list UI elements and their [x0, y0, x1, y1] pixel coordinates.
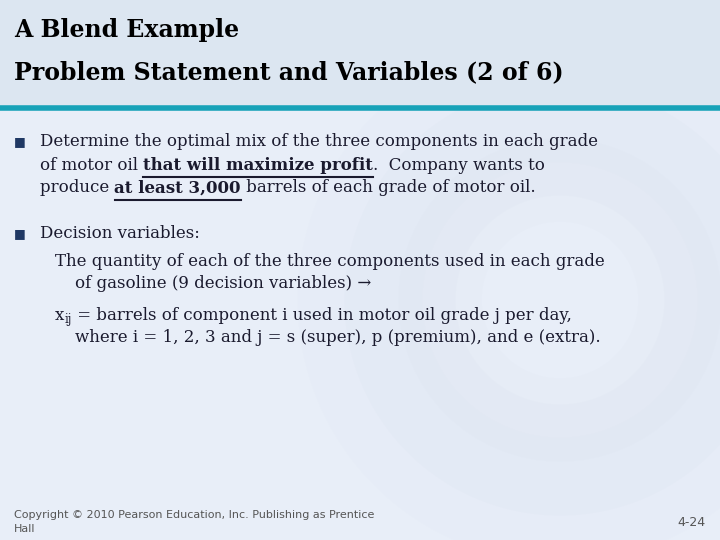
Text: x: x	[55, 307, 64, 323]
Text: .  Company wants to: . Company wants to	[373, 157, 545, 173]
Text: The quantity of each of the three components used in each grade: The quantity of each of the three compon…	[55, 253, 605, 271]
Text: that will maximize profit: that will maximize profit	[143, 157, 373, 173]
Text: Problem Statement and Variables (2 of 6): Problem Statement and Variables (2 of 6)	[14, 60, 564, 84]
Bar	[0, 0, 720, 108]
Text: Decision variables:: Decision variables:	[40, 226, 200, 242]
Text: A Blend Example: A Blend Example	[14, 18, 239, 42]
Text: at least 3,000: at least 3,000	[114, 179, 241, 197]
Text: where i = 1, 2, 3 and j = s (super), p (premium), and e (extra).: where i = 1, 2, 3 and j = s (super), p (…	[75, 328, 600, 346]
Text: ■: ■	[14, 136, 26, 148]
Text: ij: ij	[64, 313, 72, 326]
Text: 4-24: 4-24	[678, 516, 706, 529]
Text: barrels of each grade of motor oil.: barrels of each grade of motor oil.	[241, 179, 536, 197]
Text: of motor oil: of motor oil	[40, 157, 143, 173]
Text: ■: ■	[14, 227, 26, 240]
Text: produce: produce	[40, 179, 114, 197]
Text: Copyright © 2010 Pearson Education, Inc. Publishing as Prentice
Hall: Copyright © 2010 Pearson Education, Inc.…	[14, 510, 374, 534]
Text: Determine the optimal mix of the three components in each grade: Determine the optimal mix of the three c…	[40, 133, 598, 151]
Text: ij: ij	[64, 313, 72, 326]
Text: of gasoline (9 decision variables) →: of gasoline (9 decision variables) →	[75, 274, 372, 292]
Text: = barrels of component i used in motor oil grade j per day,: = barrels of component i used in motor o…	[72, 307, 572, 323]
